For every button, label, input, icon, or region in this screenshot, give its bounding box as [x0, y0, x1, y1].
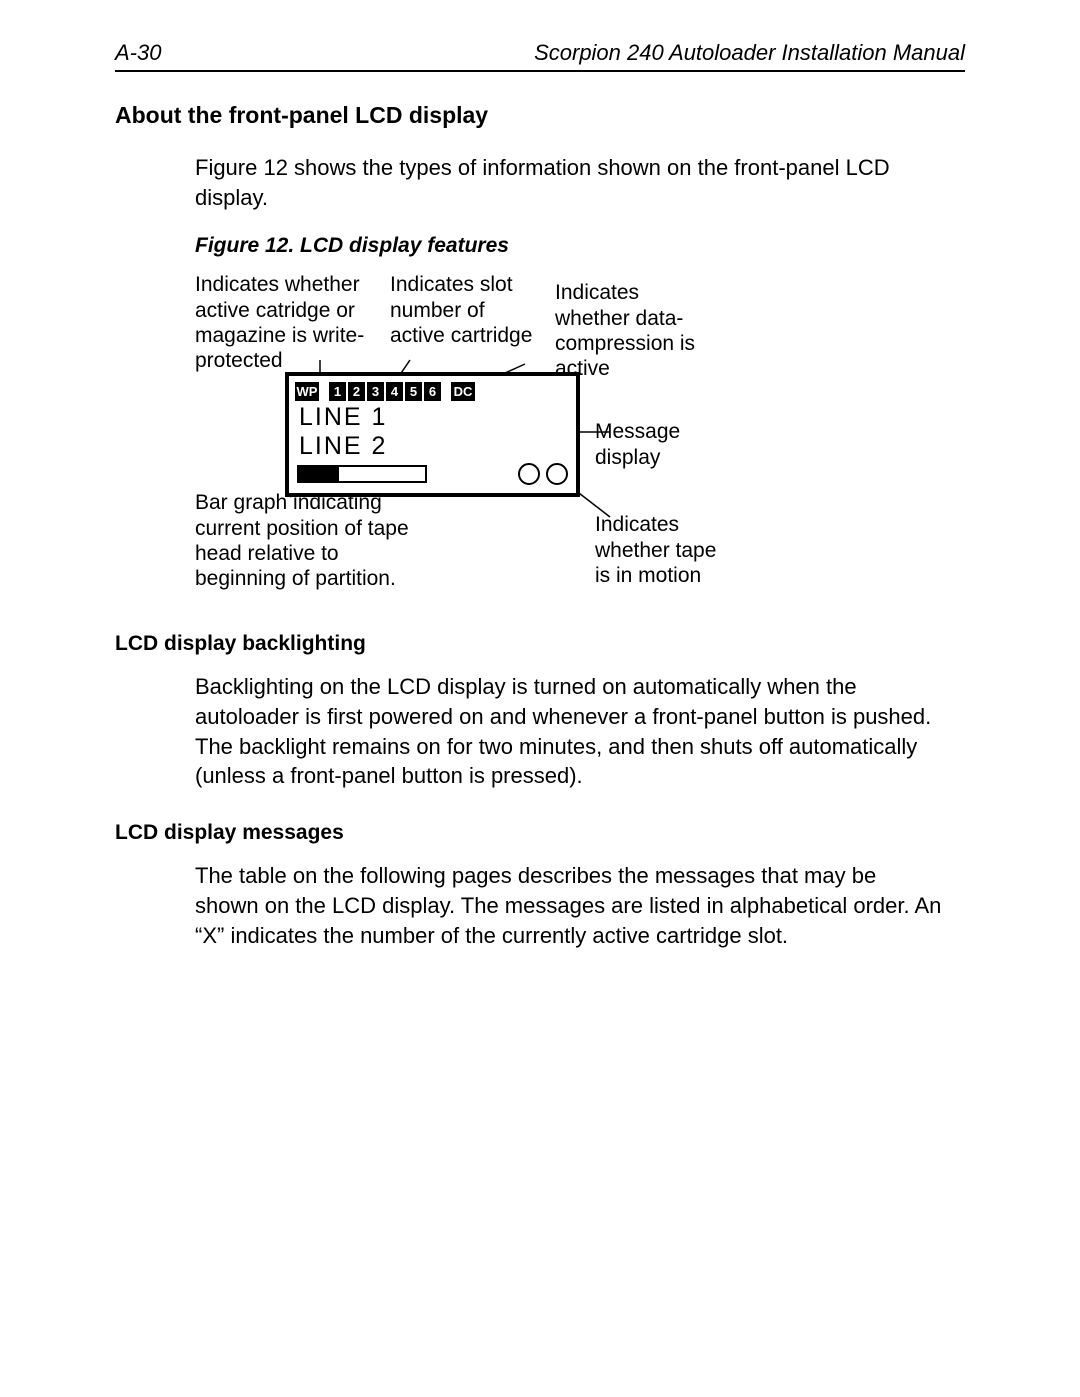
slot-badge-1: 1: [329, 382, 346, 401]
slot-badge-6: 6: [424, 382, 441, 401]
slot-badge-4: 4: [386, 382, 403, 401]
lcd-line-2: LINE 2: [299, 432, 568, 461]
figure-caption: Figure 12. LCD display features: [195, 234, 945, 258]
backlighting-heading: LCD display backlighting: [115, 632, 965, 656]
bar-graph-fill: [299, 467, 339, 481]
motion-circle-2: [546, 463, 568, 485]
slot-badge-2: 2: [348, 382, 365, 401]
motion-circle-1: [518, 463, 540, 485]
backlighting-paragraph: Backlighting on the LCD display is turne…: [195, 672, 945, 791]
label-write-protect: Indicates whether active catridge or mag…: [195, 272, 370, 373]
label-slot-number: Indicates slot number of active cartridg…: [390, 272, 545, 348]
manual-title: Scorpion 240 Autoloader Installation Man…: [534, 40, 965, 66]
lcd-top-row: WP 1 2 3 4 5 6 DC: [289, 376, 576, 401]
lcd-panel: WP 1 2 3 4 5 6 DC LINE 1 LINE 2: [285, 372, 580, 497]
page-number: A-30: [115, 40, 161, 66]
label-message-display: Message display: [595, 419, 735, 469]
section-heading: About the front-panel LCD display: [115, 102, 965, 129]
slot-badge-3: 3: [367, 382, 384, 401]
lcd-message-lines: LINE 1 LINE 2: [289, 401, 576, 461]
lcd-bottom-row: [289, 461, 576, 491]
messages-heading: LCD display messages: [115, 821, 965, 845]
dc-badge: DC: [451, 382, 475, 401]
page: A-30 Scorpion 240 Autoloader Installatio…: [0, 0, 1080, 1397]
bar-graph: [297, 465, 427, 483]
figure-12: Indicates whether active catridge or mag…: [195, 272, 965, 602]
label-bar-graph: Bar graph indicating current position of…: [195, 490, 415, 591]
running-header: A-30 Scorpion 240 Autoloader Installatio…: [115, 40, 965, 72]
intro-paragraph: Figure 12 shows the types of information…: [195, 153, 945, 212]
lcd-line-1: LINE 1: [299, 403, 568, 432]
messages-paragraph: The table on the following pages describ…: [195, 861, 945, 950]
label-data-compression: Indicates whether data-compression is ac…: [555, 280, 715, 381]
slot-badge-5: 5: [405, 382, 422, 401]
wp-badge: WP: [295, 382, 319, 401]
label-tape-motion: Indicates whether tape is in motion: [595, 512, 735, 588]
